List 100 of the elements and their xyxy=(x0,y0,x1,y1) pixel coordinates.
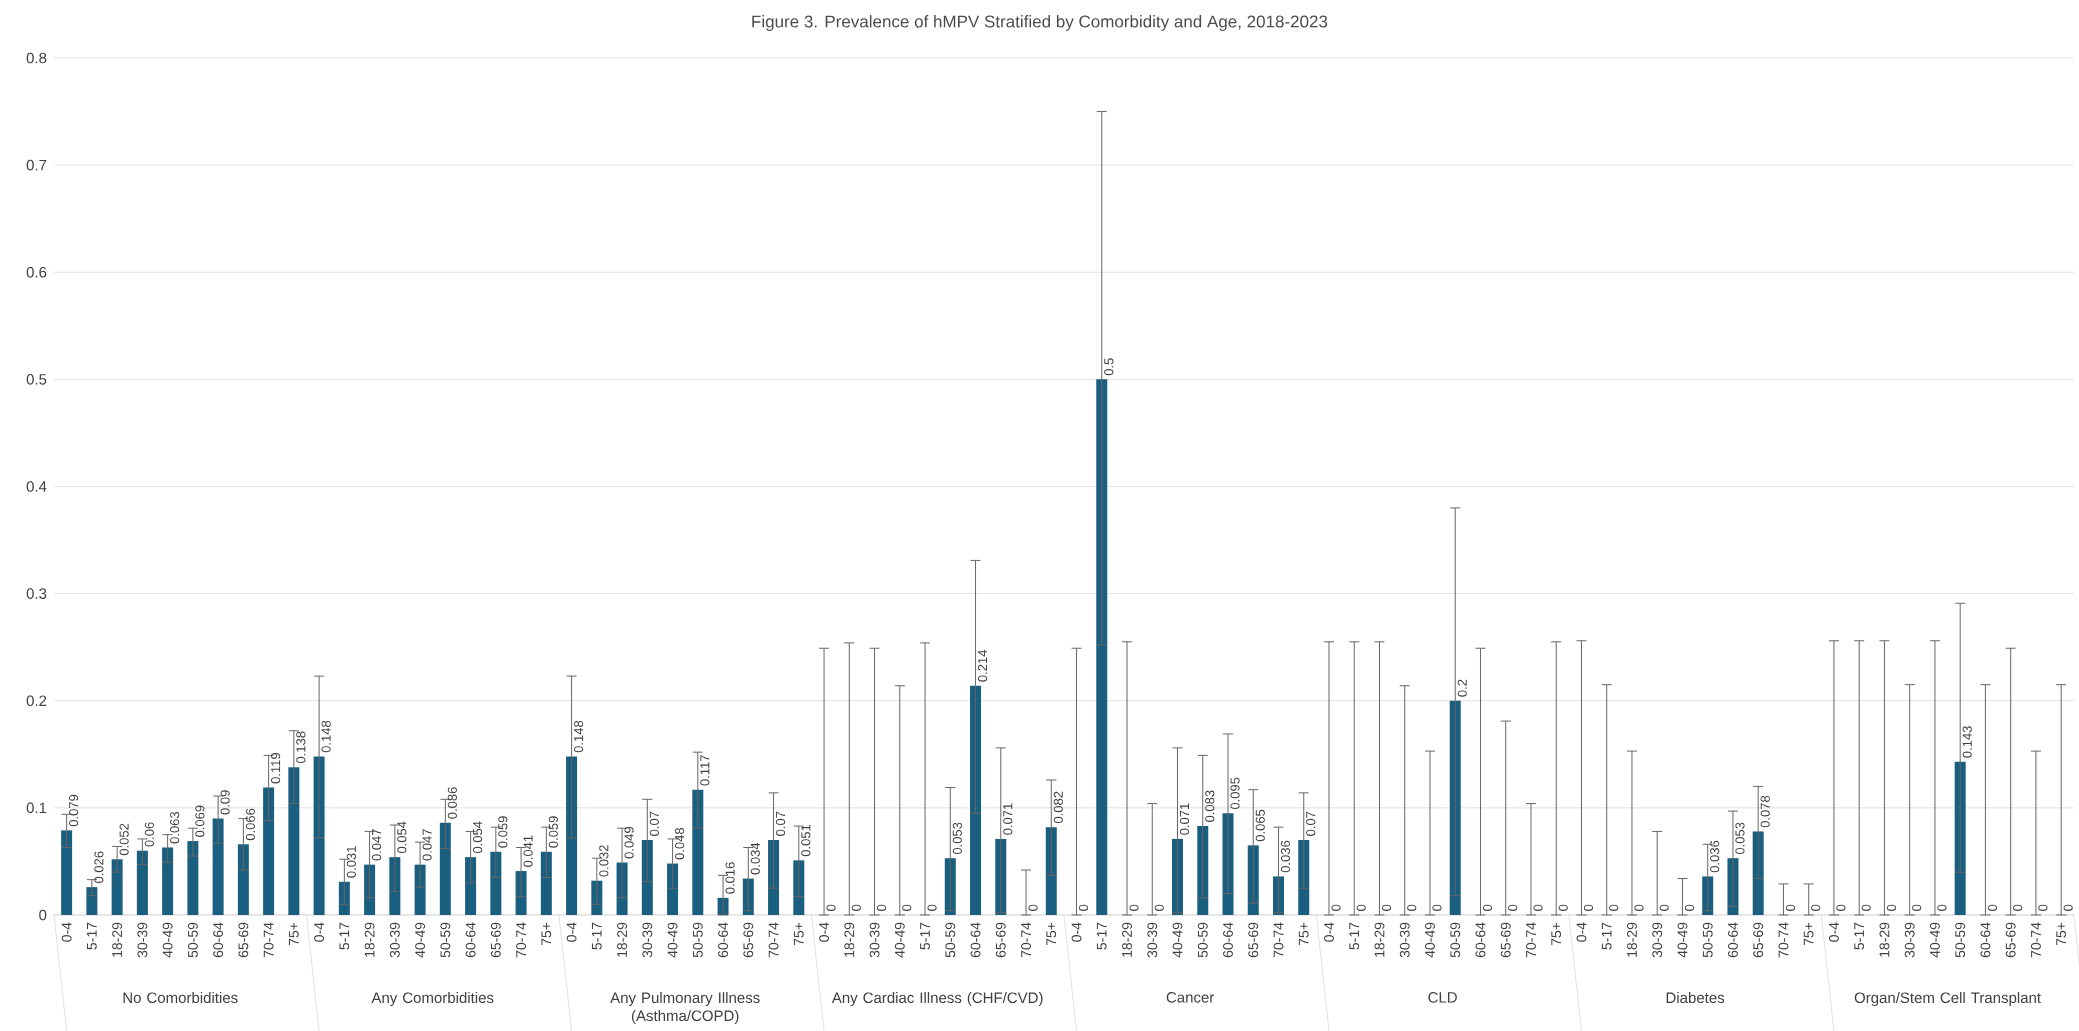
data-label: 0.214 xyxy=(977,650,988,682)
bar xyxy=(439,822,451,915)
x-tick-label: 5-17 xyxy=(920,922,930,950)
bar xyxy=(237,844,249,915)
data-label: 0.117 xyxy=(700,755,710,786)
data-label: 0.086 xyxy=(447,787,457,819)
x-tick-label: 75+ xyxy=(541,922,552,946)
data-label: 0.083 xyxy=(1205,790,1215,822)
x-tick-label: 65-69 xyxy=(1248,922,1259,958)
x-tick-label: 40-49 xyxy=(1172,922,1183,958)
data-label: 0 xyxy=(1482,904,1493,911)
bar xyxy=(187,841,199,915)
data-label: 0.053 xyxy=(952,822,962,855)
data-label: 0.078 xyxy=(1760,795,1770,828)
x-tick-label: 60-64 xyxy=(1980,922,1991,958)
data-label: 0.041 xyxy=(523,835,533,867)
x-tick-label: 60-64 xyxy=(1475,922,1486,958)
data-label: 0.026 xyxy=(94,851,104,884)
x-tick-label: 30-39 xyxy=(1147,922,1158,958)
x-tick-label: 70-74 xyxy=(516,922,527,958)
x-tick-label: 75+ xyxy=(1298,922,1309,946)
data-label: 0.082 xyxy=(1053,791,1063,824)
data-label: 0 xyxy=(1508,904,1518,911)
y-tick-label: 0.6 xyxy=(26,266,47,278)
data-label: 0.09 xyxy=(220,790,230,815)
data-label: 0.138 xyxy=(296,731,306,764)
x-tick-label: 40-49 xyxy=(894,922,905,958)
x-tick-label: 75+ xyxy=(793,922,804,946)
y-tick-label: 0.7 xyxy=(26,159,47,171)
x-tick-label: 75+ xyxy=(288,922,299,946)
data-label: 0.051 xyxy=(801,824,811,857)
data-label: 0 xyxy=(1154,904,1164,911)
x-tick-label: 70-74 xyxy=(768,922,779,958)
x-tick-label: 65-69 xyxy=(743,922,754,958)
x-tick-label: 60-64 xyxy=(1223,922,1233,958)
text: Cancer xyxy=(1166,992,1215,1003)
y-tick-label: 0.8 xyxy=(26,52,47,64)
x-tick-label: 18-29 xyxy=(1627,922,1637,957)
bar xyxy=(490,851,502,915)
x-tick-label: 0-4 xyxy=(314,922,325,942)
x-tick-label: 40-49 xyxy=(1930,922,1940,958)
bar xyxy=(212,818,224,915)
data-label: 0 xyxy=(851,904,861,911)
data-label: 0.048 xyxy=(674,828,685,860)
data-label: 0 xyxy=(1659,904,1669,911)
x-tick-label: 70-74 xyxy=(1526,922,1536,958)
data-label: 0 xyxy=(1912,904,1922,911)
x-tick-label: 18-29 xyxy=(617,922,628,957)
data-label: 0.063 xyxy=(170,811,180,844)
x-tick-label: 50-59 xyxy=(945,922,956,958)
x-tick-label: 40-49 xyxy=(162,922,173,958)
bar xyxy=(288,767,300,915)
data-label: 0.059 xyxy=(498,816,508,848)
y-tick-label: 0.3 xyxy=(26,588,47,599)
x-tick-label: 18-29 xyxy=(364,922,375,957)
data-label: 0 xyxy=(927,904,937,911)
x-tick-label: 30-39 xyxy=(137,922,148,958)
data-label: 0 xyxy=(1861,904,1871,911)
bar xyxy=(86,887,98,915)
text: Any Pulmonary Illness (Asthma/COPD) xyxy=(610,992,760,1025)
data-label: 0.079 xyxy=(69,794,79,827)
data-label: 0.054 xyxy=(473,821,483,854)
x-tick-label: 60-64 xyxy=(718,922,728,958)
x-tick-label: 5-17 xyxy=(1854,922,1865,950)
x-tick-label: 65-69 xyxy=(238,922,249,958)
x-tick-label: 30-39 xyxy=(1652,922,1663,958)
x-tick-label: 5-17 xyxy=(591,922,602,950)
data-label: 0 xyxy=(1937,904,1947,911)
x-tick-label: 30-39 xyxy=(869,922,880,958)
data-label: 0.031 xyxy=(346,846,356,878)
bar xyxy=(111,859,123,915)
data-label: 0.036 xyxy=(1710,840,1720,873)
data-label: 0.036 xyxy=(1280,840,1291,873)
data-label: 0 xyxy=(1836,904,1846,911)
x-tick-label: 0-4 xyxy=(1324,922,1334,942)
x-tick-label: 60-64 xyxy=(1728,922,1738,958)
x-tick-label: 30-39 xyxy=(389,922,400,958)
data-label: 0 xyxy=(1583,904,1594,911)
data-label: 0 xyxy=(1684,904,1695,911)
data-label: 0 xyxy=(1811,904,1821,911)
text: CLD xyxy=(1428,992,1457,1003)
bar xyxy=(692,789,704,915)
data-label: 0.047 xyxy=(422,829,432,861)
x-tick-label: 65-69 xyxy=(1753,922,1764,958)
data-label: 0.148 xyxy=(321,720,331,753)
data-label: 0.143 xyxy=(1962,726,1972,758)
bar xyxy=(61,830,73,915)
data-label: 0 xyxy=(2013,904,2023,911)
bar xyxy=(162,847,174,915)
data-label: 0 xyxy=(1558,904,1568,911)
x-tick-label: 40-49 xyxy=(415,922,426,958)
data-label: 0.032 xyxy=(599,845,609,877)
data-label: 0.016 xyxy=(725,862,735,894)
x-tick-label: 65-69 xyxy=(2005,922,2016,958)
data-label: 0 xyxy=(1381,904,1392,911)
x-tick-label: 50-59 xyxy=(187,922,198,958)
data-label: 0 xyxy=(1028,904,1038,911)
data-label: 0 xyxy=(1078,904,1089,911)
x-tick-label: 50-59 xyxy=(440,922,451,958)
x-tick-label: 50-59 xyxy=(1702,922,1713,958)
